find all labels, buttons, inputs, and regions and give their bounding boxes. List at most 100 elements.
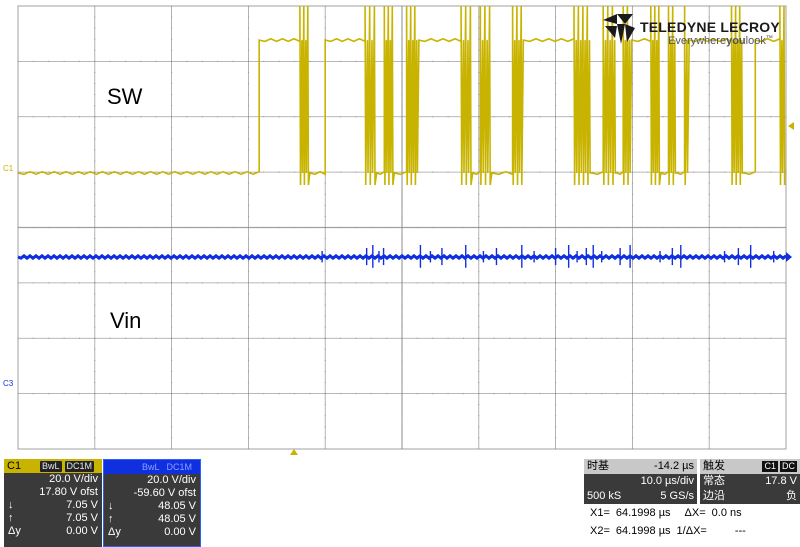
grid-dot: [32, 171, 34, 173]
grid-dot: [662, 227, 664, 228]
grid-dot: [94, 193, 96, 195]
channel-3-cursor-up: 48.05 V: [158, 513, 196, 525]
grid-dot: [570, 116, 572, 118]
grid-dot: [401, 16, 403, 18]
grid-dot: [493, 337, 495, 339]
grid-dot: [217, 393, 219, 395]
grid-dot: [462, 227, 464, 228]
grid-dot: [524, 60, 526, 62]
grid-dot: [662, 171, 664, 173]
grid-dot: [631, 382, 633, 384]
channel-3-coupling-tag: DC1M: [164, 461, 195, 473]
grid-dot: [155, 282, 157, 284]
grid-dot: [401, 215, 403, 217]
trigger-box[interactable]: 触发 C1 DC 常态 17.8 V 边沿 负: [700, 459, 800, 504]
grid-dot: [324, 393, 326, 395]
grid-dot: [555, 60, 557, 62]
grid-dot: [155, 337, 157, 339]
grid-dot: [94, 83, 96, 85]
grid-dot: [708, 71, 710, 73]
grid-dot: [570, 337, 572, 339]
waveforms: [17, 5, 792, 268]
grid-dot: [754, 337, 756, 339]
grid-dot: [171, 116, 173, 118]
vin-waveform: [17, 253, 787, 261]
grid-dot: [201, 393, 203, 395]
grid-dot: [247, 138, 249, 140]
grid-dot: [631, 215, 633, 217]
grid-dot: [32, 393, 34, 395]
grid-dot: [539, 282, 541, 284]
grid-dot: [462, 393, 464, 395]
grid-dot: [585, 337, 587, 339]
grid-dot: [401, 27, 403, 29]
timebase-header: 时基 -14.2 µs: [584, 459, 697, 474]
grid-dot: [555, 27, 557, 29]
grid-dot: [217, 337, 219, 339]
grid-dot: [493, 116, 495, 118]
up-arrow-icon: ↑: [8, 512, 14, 524]
grid-dot: [94, 171, 96, 173]
grid-dot: [247, 227, 249, 228]
grid-dot: [754, 227, 756, 228]
grid-dot: [708, 138, 710, 140]
channel-3-offset: -59.60 V ofst: [133, 487, 196, 499]
grid-dot: [631, 182, 633, 184]
grid-dot: [616, 60, 618, 62]
channel-1-cursor-down: 7.05 V: [66, 499, 98, 511]
cursor-dx-label: ΔX=: [684, 507, 706, 519]
grid-dot: [63, 282, 65, 284]
channel-3-info-panel[interactable]: BwL DC1M 20.0 V/div -59.60 V ofst ↓ 48.0…: [103, 459, 201, 547]
grid-dot: [708, 315, 710, 317]
grid-dot: [708, 105, 710, 107]
grid-dot: [63, 337, 65, 339]
grid-dot: [247, 404, 249, 406]
grid-dot: [386, 337, 388, 339]
grid-dot: [631, 448, 633, 450]
timebase-box[interactable]: 时基 -14.2 µs 10.0 µs/div 500 kS 5 GS/s: [584, 459, 697, 504]
grid-dot: [401, 249, 403, 251]
grid-dot: [94, 337, 96, 339]
grid-dot: [247, 448, 249, 450]
grid-dot: [570, 60, 572, 62]
grid-dot: [109, 337, 111, 339]
grid-dot: [555, 127, 557, 129]
grid-dot: [555, 448, 557, 450]
grid-dot: [94, 382, 96, 384]
c3-offset-label: C3: [3, 379, 14, 388]
grid-dot: [340, 171, 342, 173]
grid-dot: [140, 393, 142, 395]
grid-dot: [278, 60, 280, 62]
grid-dot: [293, 393, 295, 395]
grid-dot: [555, 138, 557, 140]
grid-dot: [585, 227, 587, 228]
grid-dot: [647, 171, 649, 173]
channel-1-delta: 0.00 V: [66, 525, 98, 537]
grid-dot: [355, 116, 357, 118]
grid-dot: [708, 426, 710, 428]
channel-1-info-panel[interactable]: C1 BwL DC1M 20.0 V/div 17.80 V ofst ↓ 7.…: [4, 459, 102, 547]
grid-dot: [309, 282, 311, 284]
grid-dot: [278, 393, 280, 395]
grid-dot: [186, 393, 188, 395]
logo-tagline: Everywhereyoulook™: [668, 35, 773, 47]
grid-dot: [631, 260, 633, 262]
grid-dot: [171, 348, 173, 350]
trigger-label: 触发: [703, 460, 725, 472]
grid-dot: [340, 116, 342, 118]
grid-dot: [32, 60, 34, 62]
grid-dot: [201, 227, 203, 228]
grid-dot: [631, 326, 633, 328]
grid-dot: [171, 271, 173, 273]
grid-dot: [247, 415, 249, 417]
grid-dot: [386, 393, 388, 395]
grid-dot: [478, 227, 480, 228]
grid-dot: [17, 227, 19, 228]
grid-dot: [370, 171, 372, 173]
timebase-per-div-row: 10.0 µs/div: [584, 474, 697, 489]
grid-dot: [631, 404, 633, 406]
grid-dot: [263, 282, 265, 284]
grid-dot: [401, 293, 403, 295]
grid-dot: [708, 116, 710, 118]
grid-dot: [555, 437, 557, 439]
